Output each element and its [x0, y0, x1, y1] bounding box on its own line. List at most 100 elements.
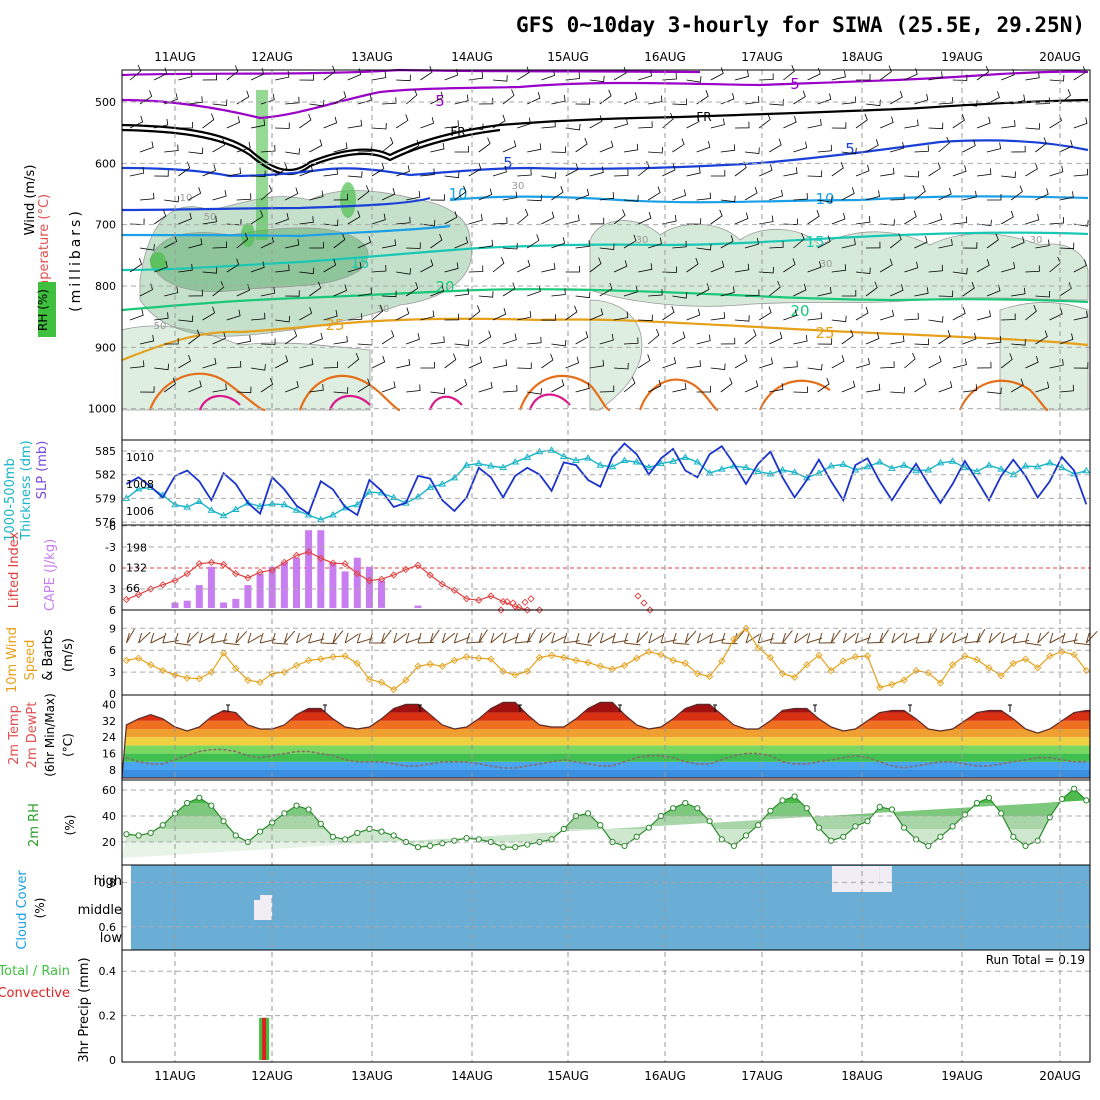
wind-barb — [904, 312, 919, 321]
rh-point — [985, 794, 993, 801]
wind-barb — [541, 172, 557, 179]
wind-barb — [623, 234, 637, 249]
wind10-point — [292, 661, 301, 670]
wind10-point — [317, 655, 325, 663]
wind-barb — [976, 310, 991, 321]
wind-barb — [914, 287, 929, 297]
wind-barb — [744, 96, 760, 105]
thickness-point — [183, 503, 192, 510]
wind-ylabel-2: Speed — [23, 640, 38, 681]
wind-barb — [1011, 145, 1026, 153]
wind-barb — [551, 186, 564, 201]
wind-barb — [841, 380, 856, 393]
wind-barb — [734, 263, 750, 273]
wind-barb — [502, 333, 517, 345]
wind-barb — [734, 315, 750, 322]
wind-barb — [904, 261, 919, 273]
cloud-ylabel-1: Cloud Cover — [15, 870, 30, 950]
wind-barb — [962, 139, 976, 153]
thickness-point — [450, 473, 459, 481]
thickness-point — [389, 493, 398, 501]
wind-barb — [589, 217, 605, 225]
cloud-high-block — [832, 866, 892, 892]
wind10-point — [620, 661, 629, 670]
rh-point — [998, 810, 1005, 817]
wind10-barb — [405, 632, 422, 644]
slp-right-tick: 1006 — [126, 505, 154, 518]
temp-tick: 32 — [102, 715, 116, 728]
temp-max-mark — [813, 704, 817, 712]
wind-barb — [914, 185, 926, 201]
wind-barb — [696, 243, 712, 251]
wind-barb — [865, 383, 881, 393]
rh-point — [742, 832, 750, 839]
wind-barb — [188, 238, 203, 249]
wind-barb — [565, 72, 580, 81]
wind-barb — [454, 288, 469, 297]
wind-barb — [275, 264, 290, 273]
wind-barb — [236, 141, 251, 153]
wind-barb — [323, 310, 338, 321]
li-point — [232, 569, 240, 578]
temp-contour — [121, 317, 1089, 362]
thickness-point — [414, 492, 422, 500]
wind10-point — [487, 655, 495, 663]
wind-barb — [889, 90, 903, 105]
li-point — [414, 561, 422, 569]
wind-barb — [154, 170, 169, 177]
wind10-point — [742, 624, 750, 632]
thickness-point — [827, 462, 835, 469]
thickness-point — [608, 462, 617, 470]
wind-barb — [589, 308, 604, 321]
li-point — [122, 595, 131, 604]
slp-ylabel-thick2: Thickness (dm) — [19, 440, 34, 540]
wind-barb — [831, 212, 846, 225]
wind-barb — [686, 115, 700, 129]
wind-barb — [720, 337, 736, 345]
date-label-top: 11AUG — [154, 50, 196, 64]
wind-barb — [188, 380, 202, 393]
wind-barb — [710, 363, 726, 370]
wind10-barb — [939, 632, 953, 644]
contour-label: FR — [450, 125, 465, 139]
wind10-point — [657, 650, 665, 659]
wind10-point — [718, 657, 726, 665]
wind-barb — [1025, 162, 1038, 177]
wind-barb — [309, 281, 322, 297]
wind-barb — [720, 235, 734, 249]
wind-barb — [744, 147, 760, 154]
wind-barb — [212, 138, 226, 153]
wind-barb — [129, 258, 143, 273]
wind10-point — [596, 662, 604, 670]
wind-barb — [662, 306, 675, 321]
wind10-barb — [223, 632, 240, 646]
temp-contour — [121, 98, 1089, 172]
thickness-point — [924, 465, 933, 473]
precip-label-conv: Convective — [0, 986, 70, 1001]
li-point — [503, 597, 511, 606]
wind-barb — [613, 66, 627, 81]
wind10-point — [876, 683, 884, 692]
wind10-point — [973, 656, 981, 664]
wind-barb — [938, 239, 953, 249]
wind-barb — [139, 244, 155, 251]
wind-barb — [710, 118, 725, 129]
wind-barb — [371, 264, 387, 273]
wind-barb — [406, 139, 420, 153]
wind-barb — [865, 190, 880, 201]
wind-barb — [1025, 355, 1039, 369]
wind-barb — [396, 358, 411, 369]
thickness-point — [863, 462, 872, 470]
wind-barb — [420, 310, 435, 321]
cape-ylabel-li: Lifted Index — [7, 531, 22, 608]
temp-panel — [121, 701, 1091, 779]
wind10-barb — [368, 632, 386, 644]
wind10-barb — [1025, 632, 1042, 646]
wind-barb — [212, 241, 228, 249]
wind10-point — [1070, 650, 1078, 659]
rh-point — [694, 805, 701, 812]
rh-point — [342, 836, 349, 843]
wind10-barb — [684, 630, 697, 644]
contour-label: 5 — [503, 154, 513, 172]
thickness-point — [693, 458, 702, 465]
